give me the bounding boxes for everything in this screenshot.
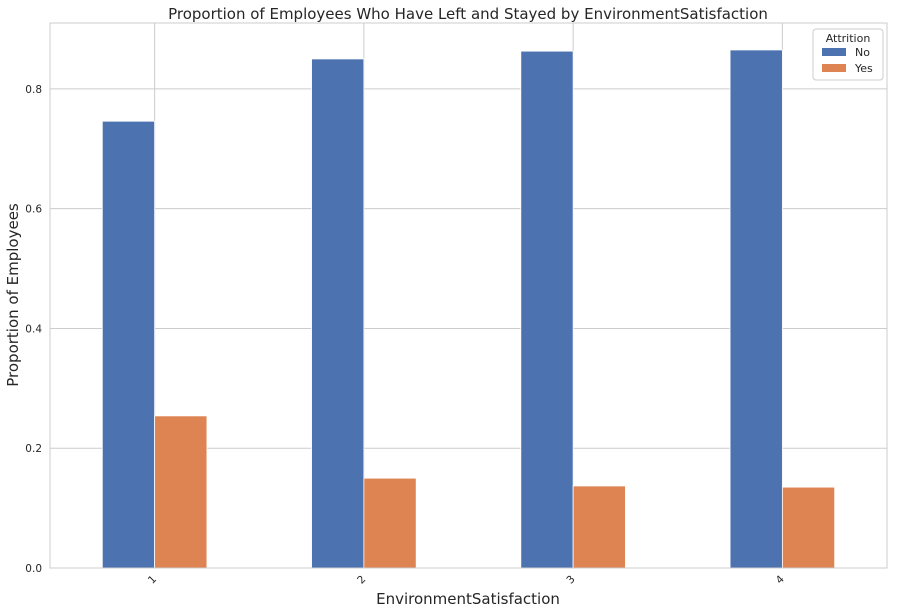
y-tick-label: 0.6 [25,204,42,216]
bar-yes-3 [572,485,626,569]
bar-yes-1 [154,415,208,569]
x-tick-label: 1 [146,573,159,586]
bar-no-4 [729,49,783,569]
legend-label-no: No [855,46,870,59]
y-tick-labels: 0.0 0.2 0.4 0.6 0.8 [25,84,42,575]
legend-title: Attrition [826,32,871,45]
bar-yes-2 [363,477,417,569]
y-axis-label: Proportion of Employees [4,203,22,387]
x-tick-label: 2 [355,573,368,586]
y-tick-label: 0.4 [25,323,42,335]
bars [101,49,836,569]
legend-swatch-no [822,48,846,56]
x-tick-label: 4 [774,573,787,586]
legend-label-yes: Yes [854,62,873,75]
y-tick-label: 0.0 [25,563,42,575]
bar-yes-4 [781,486,836,569]
bar-no-2 [311,58,365,569]
bar-no-1 [101,120,156,569]
legend: Attrition No Yes [812,28,884,81]
y-tick-label: 0.8 [25,84,42,96]
y-tick-label: 0.2 [25,443,42,455]
bar-no-3 [520,50,574,569]
legend-swatch-yes [822,64,846,72]
x-axis-label: EnvironmentSatisfaction [376,590,560,608]
x-tick-label: 3 [564,573,577,586]
x-tick-labels: 1 2 3 4 [146,573,787,586]
plot-frame [49,22,888,569]
chart-title: Proportion of Employees Who Have Left an… [168,5,768,23]
